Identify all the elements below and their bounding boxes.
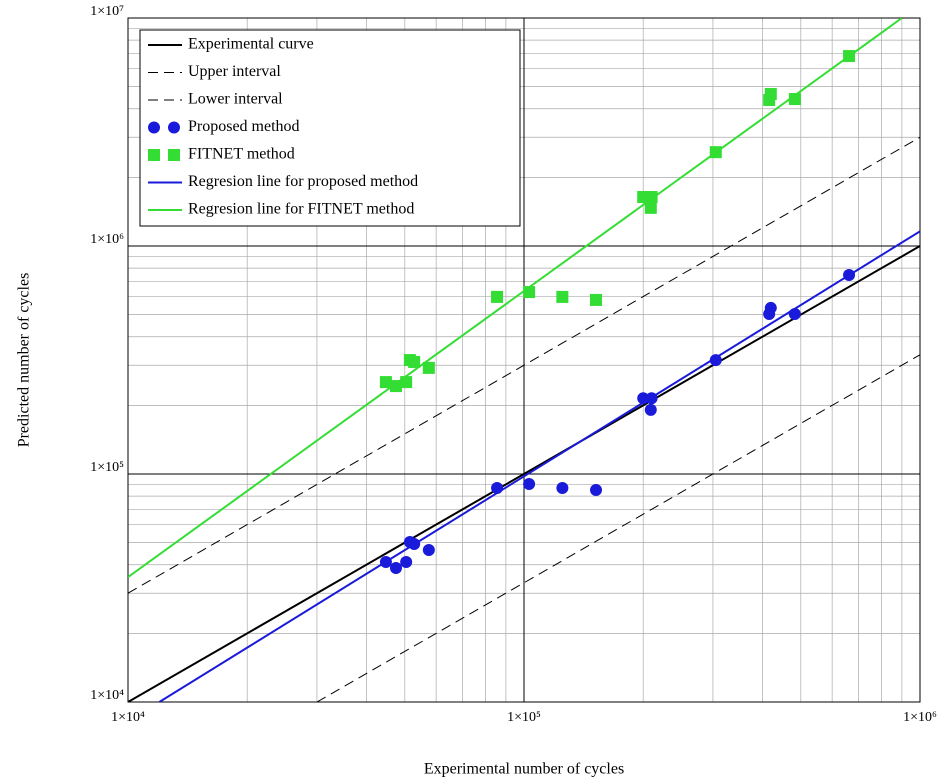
point	[644, 403, 657, 416]
point	[788, 93, 801, 106]
point	[764, 301, 777, 314]
x-axis-label: Experimental number of cycles	[424, 761, 624, 778]
plot	[128, 18, 920, 702]
y-tick-label: 1×10⁵	[90, 460, 124, 475]
plot-frame	[127, 17, 921, 703]
legend-label: Regresion line for proposed method	[188, 173, 418, 190]
point	[556, 290, 569, 303]
point	[709, 354, 722, 367]
legend-label: Upper interval	[188, 63, 281, 80]
point	[590, 483, 603, 496]
y-tick-label: 1×10⁶	[90, 232, 124, 247]
series-line	[158, 230, 920, 702]
point	[389, 562, 402, 575]
point	[389, 380, 402, 393]
y-tick-label: 1×10⁴	[90, 688, 124, 703]
point	[400, 376, 413, 389]
legend-swatch	[168, 149, 180, 161]
x-tick-label: 1×10⁶	[903, 710, 937, 725]
x-tick-label: 1×10⁵	[507, 710, 541, 725]
point	[408, 355, 421, 368]
legend-swatch	[148, 149, 160, 161]
y-axis-label: Predicted number of cycles	[16, 273, 33, 448]
point	[400, 556, 413, 569]
point	[491, 290, 504, 303]
point	[590, 293, 603, 306]
point	[556, 482, 569, 495]
legend-label: Lower interval	[188, 91, 283, 108]
point	[523, 477, 536, 490]
series-line	[128, 18, 903, 578]
legend-swatch	[148, 121, 160, 134]
point	[422, 361, 435, 374]
legend-box	[139, 29, 521, 227]
x-tick-label: 1×10⁴	[111, 710, 145, 725]
legend-label: Proposed method	[188, 118, 300, 135]
point	[764, 88, 777, 101]
y-tick-label: 1×10⁷	[90, 4, 124, 19]
point	[379, 376, 392, 389]
series-line	[128, 245, 920, 702]
legend-label: Regresion line for FITNET method	[188, 201, 414, 218]
series-line	[128, 136, 920, 594]
legend-label: Experimental curve	[188, 36, 314, 53]
point	[644, 201, 657, 214]
point	[422, 544, 435, 557]
legend-label: FITNET method	[188, 146, 295, 163]
legend-swatch	[168, 121, 180, 134]
series-line	[316, 354, 920, 702]
